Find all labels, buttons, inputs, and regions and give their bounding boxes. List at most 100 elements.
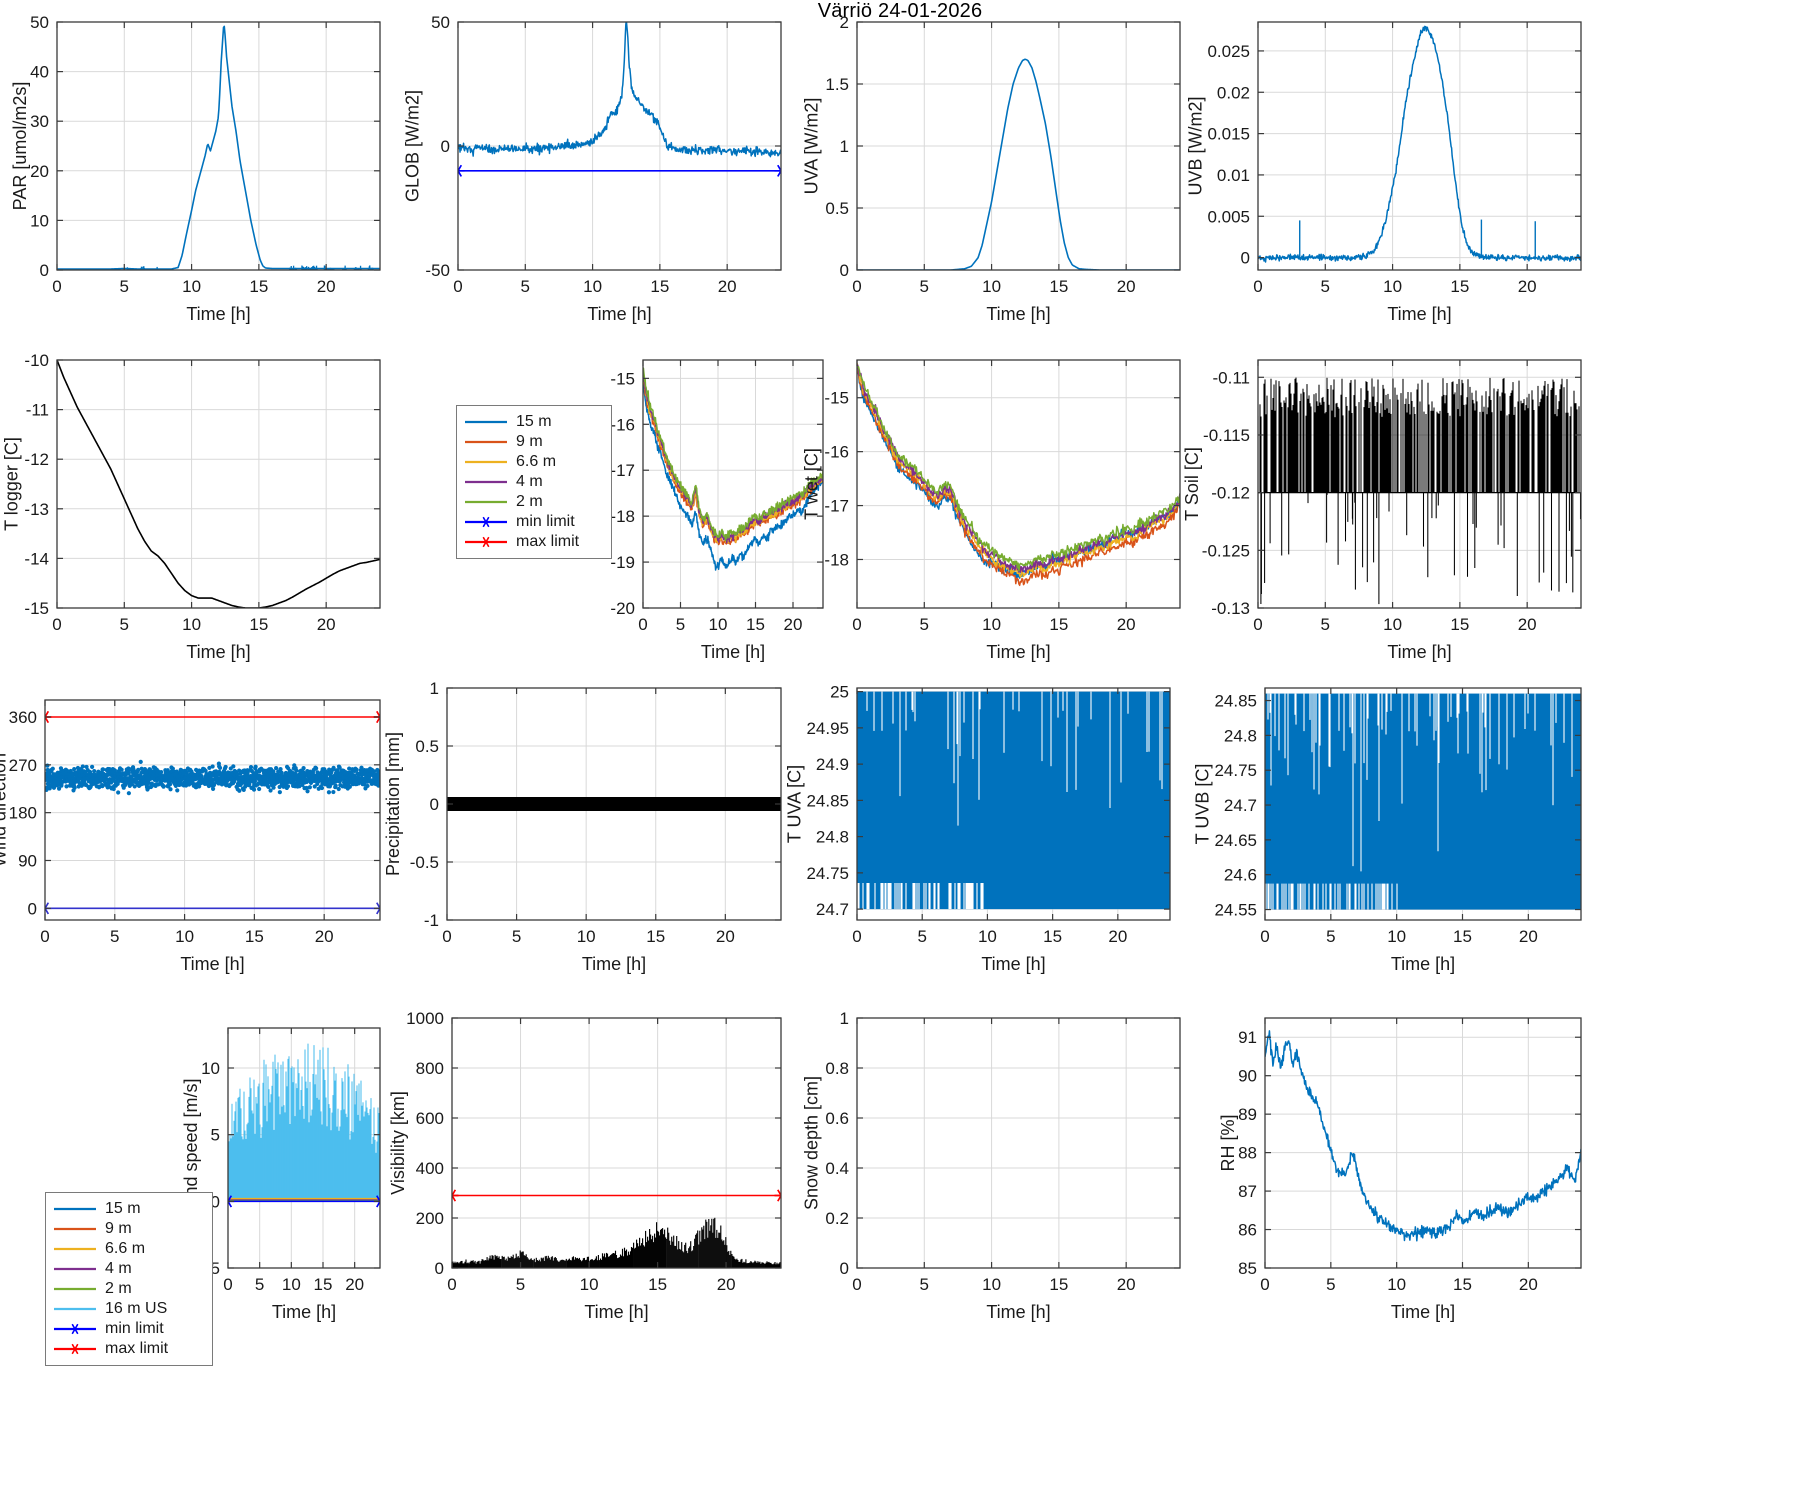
svg-text:0: 0	[1253, 277, 1262, 296]
svg-text:Time [h]: Time [h]	[701, 642, 765, 662]
svg-text:5: 5	[516, 1275, 525, 1294]
svg-text:2: 2	[840, 13, 849, 32]
svg-text:40: 40	[30, 63, 49, 82]
svg-text:360: 360	[9, 708, 37, 727]
svg-text:0: 0	[447, 1275, 456, 1294]
svg-text:10: 10	[1383, 277, 1402, 296]
legend-swatch-min-limit	[465, 516, 507, 528]
legend-swatch-min-limit	[54, 1323, 96, 1335]
svg-text:PAR [umol/m2s]: PAR [umol/m2s]	[10, 82, 30, 211]
svg-text:400: 400	[416, 1159, 444, 1178]
svg-text:24.7: 24.7	[816, 900, 849, 919]
legend-item: 4 m	[463, 472, 603, 492]
svg-text:0: 0	[840, 1259, 849, 1278]
legend-swatch-9-m	[465, 440, 507, 444]
svg-text:10: 10	[1387, 1275, 1406, 1294]
svg-text:20: 20	[1519, 927, 1538, 946]
svg-text:20: 20	[1518, 615, 1537, 634]
svg-text:-11: -11	[26, 401, 49, 420]
svg-text:10: 10	[580, 1275, 599, 1294]
svg-text:5: 5	[120, 277, 129, 296]
svg-text:0: 0	[435, 1259, 444, 1278]
svg-text:5: 5	[676, 615, 685, 634]
svg-text:T UVB [C]: T UVB [C]	[1193, 764, 1213, 845]
svg-text:-15: -15	[24, 599, 49, 618]
svg-text:0.025: 0.025	[1207, 42, 1250, 61]
svg-text:0: 0	[223, 1275, 232, 1294]
svg-text:0: 0	[840, 261, 849, 280]
legend-swatch-15-m	[54, 1207, 96, 1211]
legend-item: 9 m	[52, 1219, 204, 1239]
svg-text:0.2: 0.2	[825, 1209, 849, 1228]
svg-text:600: 600	[416, 1109, 444, 1128]
snow-depth-plot: 0 0.2 0.4 0.6 0.8 1 0 5 10 15 20 Time [h] Snow depth…	[785, 1006, 1198, 1326]
svg-text:10: 10	[30, 211, 49, 230]
svg-text:0: 0	[453, 277, 462, 296]
svg-text:24.8: 24.8	[816, 828, 849, 847]
svg-text:1000: 1000	[406, 1009, 444, 1028]
svg-text:Time [h]: Time [h]	[587, 304, 651, 324]
svg-text:10: 10	[982, 277, 1001, 296]
svg-text:5: 5	[917, 927, 926, 946]
svg-text:-18: -18	[824, 550, 849, 569]
svg-text:Time [h]: Time [h]	[986, 1302, 1050, 1322]
svg-text:Time [h]: Time [h]	[180, 954, 244, 974]
svg-text:24.85: 24.85	[1214, 692, 1257, 711]
svg-text:T wet [C]: T wet [C]	[802, 448, 822, 520]
svg-text:0.005: 0.005	[1207, 207, 1250, 226]
svg-text:GLOB [W/m2]: GLOB [W/m2]	[403, 90, 423, 202]
svg-text:5: 5	[1321, 615, 1330, 634]
svg-text:10: 10	[583, 277, 602, 296]
svg-text:-12: -12	[24, 450, 49, 469]
legend-label: 9 m	[105, 1220, 132, 1237]
svg-text:Time [h]: Time [h]	[986, 642, 1050, 662]
legend-label: 15 m	[516, 413, 552, 430]
svg-text:1: 1	[840, 1009, 849, 1028]
svg-text:88: 88	[1238, 1144, 1257, 1163]
svg-text:Time [h]: Time [h]	[272, 1302, 336, 1322]
svg-text:10: 10	[182, 615, 201, 634]
svg-text:50: 50	[30, 13, 49, 32]
svg-text:20: 20	[1518, 277, 1537, 296]
svg-text:24.95: 24.95	[806, 719, 849, 738]
svg-text:-16: -16	[610, 415, 635, 434]
legend-item: 9 m	[463, 432, 603, 452]
svg-text:0: 0	[1260, 1275, 1269, 1294]
legend-swatch-15-m	[465, 420, 507, 424]
svg-text:0: 0	[441, 137, 450, 156]
svg-text:Precipitation [mm]: Precipitation [mm]	[383, 732, 403, 876]
svg-text:200: 200	[416, 1209, 444, 1228]
svg-text:90: 90	[1238, 1067, 1257, 1086]
legend-swatch-max-limit	[54, 1343, 96, 1355]
svg-text:Time [h]: Time [h]	[186, 304, 250, 324]
legend-label: 6.6 m	[516, 453, 557, 470]
svg-text:Snow depth [cm]: Snow depth [cm]	[802, 1076, 822, 1210]
svg-text:T Soil [C]: T Soil [C]	[1182, 447, 1202, 521]
legend-swatch-6-6-m	[54, 1247, 96, 1251]
svg-text:0.5: 0.5	[415, 737, 439, 756]
svg-text:85: 85	[1238, 1259, 1257, 1278]
svg-text:0.4: 0.4	[825, 1159, 849, 1178]
svg-text:-1: -1	[424, 911, 439, 930]
svg-text:5: 5	[120, 615, 129, 634]
svg-text:15: 15	[1450, 615, 1469, 634]
legend-item: 6.6 m	[52, 1239, 204, 1259]
svg-text:24.75: 24.75	[806, 864, 849, 883]
svg-text:0: 0	[1260, 927, 1269, 946]
svg-text:RH [%]: RH [%]	[1218, 1114, 1238, 1171]
svg-text:-0.13: -0.13	[1211, 599, 1250, 618]
legend-label: 2 m	[516, 493, 543, 510]
wind-direction-plot: 0 90 180 270 360 0 5 10 15 20 Time [h] Wind directi…	[0, 688, 398, 978]
svg-text:24.9: 24.9	[816, 755, 849, 774]
svg-text:-13: -13	[24, 500, 49, 519]
legend-swatch-16-m-us	[54, 1307, 96, 1311]
svg-text:0.01: 0.01	[1217, 166, 1250, 185]
svg-text:0: 0	[1253, 615, 1262, 634]
legend-item: max limit	[463, 532, 603, 552]
legend-label: 9 m	[516, 433, 543, 450]
svg-text:0.015: 0.015	[1207, 125, 1250, 144]
svg-text:0: 0	[40, 927, 49, 946]
svg-text:180: 180	[9, 804, 37, 823]
svg-text:0: 0	[442, 927, 451, 946]
